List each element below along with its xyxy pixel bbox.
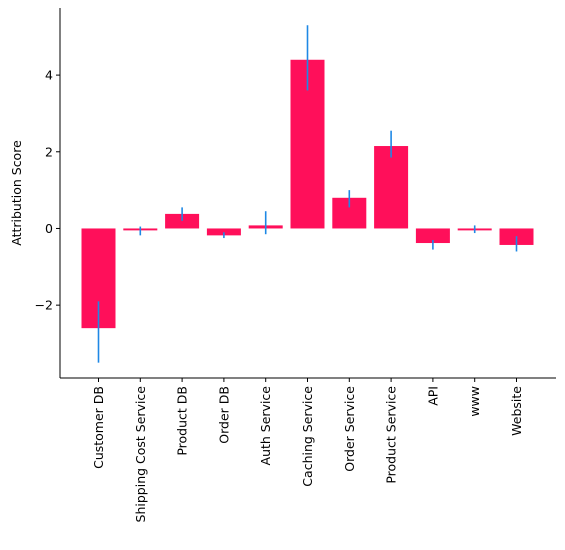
x-tick-label: Product Service [384,386,399,484]
y-tick-label: 2 [45,144,53,159]
y-tick-label: 4 [45,68,53,83]
y-tick-label: 0 [45,221,53,236]
x-tick-label: Shipping Cost Service [133,386,148,523]
x-tick-label: Order Service [342,386,357,472]
x-ticks: Customer DB Shipping Cost Service Product … [91,378,524,522]
bar-api [415,228,450,244]
y-ticks: −2 0 2 4 [35,68,60,313]
x-tick-label: Product DB [175,386,190,456]
y-axis-title: Attribution Score [9,140,24,246]
x-tick-label: Caching Service [300,386,315,487]
x-tick-label: Auth Service [258,386,273,466]
y-tick-label: −2 [35,298,53,313]
x-tick-label: API [425,386,440,406]
bars-layer [81,59,534,329]
bar-product-db [165,213,200,229]
bar-product-service [374,146,409,229]
error-bars-layer [97,25,518,363]
bar-order-db [206,228,241,236]
x-tick-label: Website [509,386,524,436]
x-tick-label: Order DB [216,386,231,444]
x-tick-label: www [467,386,482,417]
x-tick-label: Customer DB [91,386,106,469]
